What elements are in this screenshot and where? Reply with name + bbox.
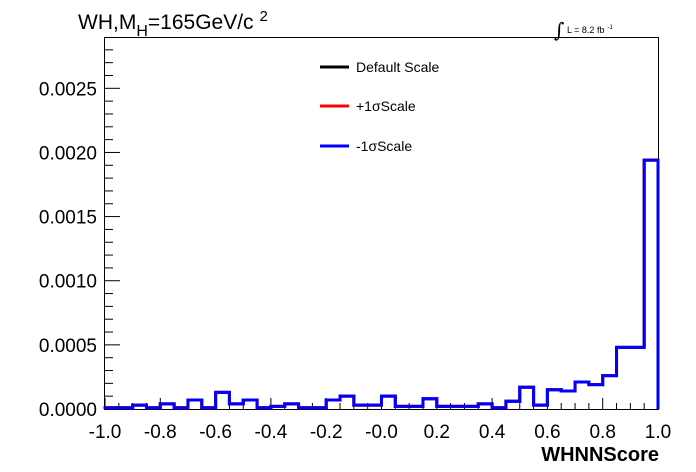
title-subscript: H [136, 23, 148, 40]
y-tick-label: 0.0025 [39, 79, 97, 100]
x-tick-label: 0.4 [479, 422, 506, 443]
x-tick-label: 0.8 [589, 422, 615, 443]
lumi-integral-sign: ∫ [554, 18, 564, 42]
lumi-text: L = 8.2 fb [567, 25, 604, 35]
x-tick-label: 0.2 [424, 422, 450, 443]
x-tick-label: -0.8 [144, 422, 177, 443]
y-tick-label: 0.0015 [39, 208, 97, 229]
y-tick-label: 0.0020 [39, 143, 97, 164]
axes: -1.0 -0.8 -0.6 -0.4 -0.2 -0.0 0.2 0.4 0.6 0.8 1.0 0… [39, 49, 671, 443]
title-superscript: 2 [260, 8, 268, 25]
x-tick-label: -0.0 [365, 422, 398, 443]
lumi-label: L = 8.2 fb -1 [567, 25, 613, 35]
x-tick-label: -0.4 [255, 422, 288, 443]
x-tick-label: 1.0 [645, 422, 671, 443]
chart-title: WH,MH=165GeV/c 2 [78, 8, 268, 40]
x-tick-label: -1.0 [89, 422, 122, 443]
y-tick-label: 0.0010 [39, 272, 97, 293]
x-axis-label: WHNNScore [541, 444, 659, 466]
x-tick-label: 0.6 [534, 422, 560, 443]
y-tick-label: 0.0000 [39, 400, 97, 421]
legend-label-minus-1sigma: -1σScale [356, 138, 412, 154]
series-group [103, 158, 660, 410]
y-tick-label: 0.0005 [39, 336, 97, 357]
x-tick-label: -0.2 [310, 422, 343, 443]
legend-label-plus-1sigma: +1σScale [356, 98, 416, 114]
legend-label-default-scale: Default Scale [356, 59, 439, 75]
legend: Default Scale +1σScale -1σScale [320, 59, 439, 154]
title-main: WH,M [78, 11, 136, 34]
x-tick-label: -0.6 [199, 422, 232, 443]
title-rest: =165GeV/c [148, 11, 254, 34]
lumi-superscript: -1 [607, 25, 613, 31]
series-2-step-line [103, 158, 660, 410]
